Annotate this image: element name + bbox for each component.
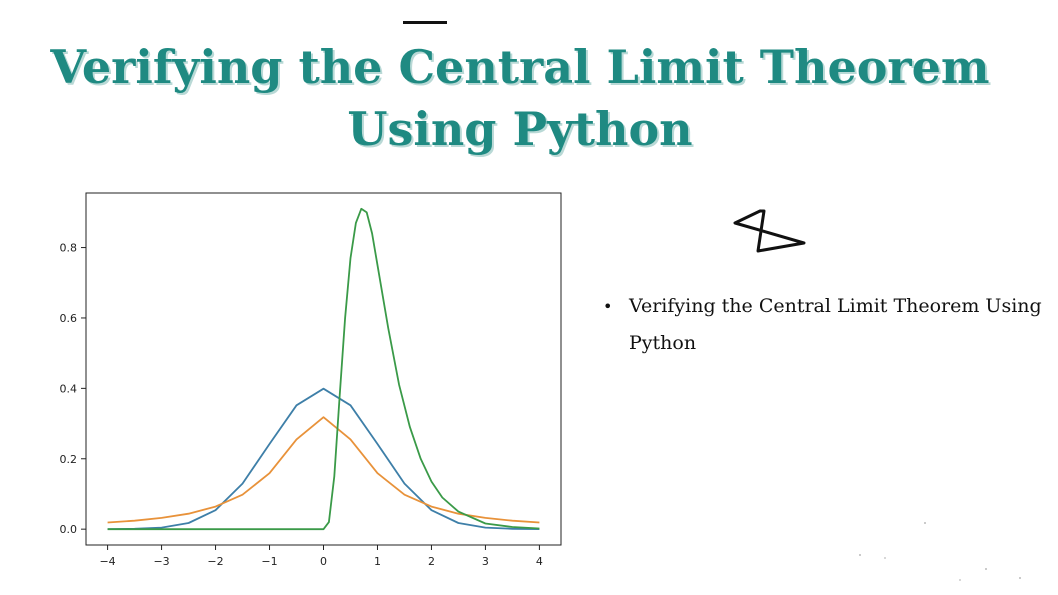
- overline-mark: [403, 21, 447, 24]
- x-tick-label: −3: [153, 555, 169, 568]
- y-tick-label: 0.0: [60, 523, 78, 536]
- series-line-3: [107, 207, 540, 531]
- x-tick-label: 4: [536, 555, 543, 568]
- slide-title: Verifying the Central Limit Theorem Usin…: [0, 36, 1040, 160]
- y-tick-label: 0.8: [60, 242, 78, 255]
- hand-drawn-scribble: [733, 209, 806, 253]
- line-chart: −4 −3 −2 −1 0 1 2 3 4 0.0 0.2 0.4 0.6 0.8: [60, 192, 562, 568]
- bullet-text: Verifying the Central Limit Theorem Usin…: [629, 295, 1042, 354]
- chart-axes: −4 −3 −2 −1 0 1 2 3 4 0.0 0.2 0.4 0.6 0.8: [60, 192, 562, 568]
- title-line-1: Verifying the Central Limit Theorem: [50, 40, 990, 94]
- bullet-dot: •: [603, 297, 613, 316]
- y-tick-label: 0.6: [60, 312, 78, 325]
- x-tick-label: −4: [99, 555, 115, 568]
- x-tick-label: 3: [482, 555, 489, 568]
- x-tick-label: −2: [207, 555, 223, 568]
- chart-series: [107, 207, 540, 531]
- y-tick-label: 0.2: [60, 453, 78, 466]
- title-line-2: Using Python: [347, 102, 693, 156]
- x-tick-label: 2: [428, 555, 435, 568]
- series-line-1: [107, 387, 540, 530]
- x-tick-label: −1: [261, 555, 277, 568]
- x-tick-label: 1: [374, 555, 381, 568]
- bullet-list: • Verifying the Central Limit Theorem Us…: [603, 288, 1043, 362]
- x-tick-label: 0: [320, 555, 327, 568]
- y-tick-label: 0.4: [60, 382, 78, 395]
